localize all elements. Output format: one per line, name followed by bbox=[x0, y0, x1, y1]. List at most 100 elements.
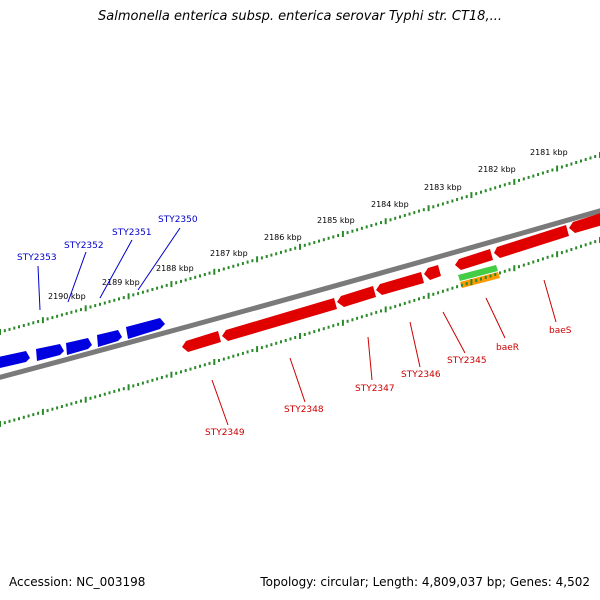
gene-STY2349[interactable] bbox=[182, 331, 221, 352]
upper-tick bbox=[51, 316, 54, 320]
lower-tick bbox=[351, 318, 354, 322]
lower-tick bbox=[146, 380, 149, 384]
gene-STY2347[interactable] bbox=[337, 286, 376, 307]
upper-tick bbox=[508, 181, 511, 185]
upper-tick bbox=[151, 288, 154, 291]
upper-tick bbox=[37, 320, 40, 323]
label-STY2353: STY2353 bbox=[17, 253, 57, 263]
upper-tick bbox=[218, 268, 220, 272]
upper-tick bbox=[384, 218, 387, 225]
upper-tick bbox=[308, 242, 311, 246]
lower-tick bbox=[308, 331, 311, 335]
gene-STY2346[interactable] bbox=[376, 272, 424, 295]
lower-tick bbox=[527, 262, 530, 266]
scale-label: 2188 kbp bbox=[156, 264, 194, 273]
upper-tick bbox=[208, 271, 211, 275]
upper-tick bbox=[265, 255, 268, 258]
gene-blue-2[interactable] bbox=[36, 344, 64, 361]
lower-tick bbox=[413, 298, 416, 302]
lower-tick bbox=[346, 319, 349, 323]
upper-tick bbox=[127, 293, 130, 300]
lower-tick bbox=[194, 366, 197, 370]
gene-STY2348[interactable] bbox=[222, 298, 337, 341]
lower-tick bbox=[13, 418, 16, 422]
upper-tick bbox=[60, 313, 63, 317]
upper-tick bbox=[137, 292, 140, 296]
lower-tick bbox=[465, 282, 468, 286]
lower-tick bbox=[318, 328, 320, 332]
lower-tick bbox=[203, 363, 206, 367]
upper-tick bbox=[584, 158, 587, 161]
lower-tick bbox=[327, 325, 330, 329]
upper-tick bbox=[260, 256, 263, 260]
leader-STY2345 bbox=[442, 311, 466, 354]
upper-tick bbox=[513, 178, 516, 185]
gene-blue-4[interactable] bbox=[97, 330, 122, 347]
lower-tick bbox=[275, 341, 278, 345]
upper-tick bbox=[522, 177, 525, 181]
upper-tick bbox=[480, 190, 482, 194]
upper-tick bbox=[465, 195, 468, 199]
lower-tick bbox=[422, 295, 425, 299]
upper-tick bbox=[103, 301, 106, 305]
upper-tick bbox=[389, 218, 392, 222]
upper-tick bbox=[537, 173, 540, 176]
upper-tick bbox=[427, 205, 430, 212]
lower-tick bbox=[246, 350, 249, 354]
leader-STY2350 bbox=[137, 227, 181, 291]
lower-tick bbox=[156, 377, 159, 381]
gene-blue-1[interactable] bbox=[0, 351, 30, 368]
label-STY2345: STY2345 bbox=[447, 356, 487, 366]
lower-tick bbox=[118, 388, 120, 392]
lower-tick bbox=[356, 316, 359, 320]
upper-tick bbox=[332, 235, 335, 239]
lower-tick bbox=[122, 387, 125, 391]
upper-tick bbox=[0, 329, 1, 335]
lower-tick bbox=[313, 330, 316, 334]
gene-baeS[interactable] bbox=[494, 225, 569, 258]
lower-tick bbox=[151, 378, 154, 382]
upper-tick bbox=[375, 222, 378, 226]
lower-tick bbox=[241, 351, 244, 355]
upper-tick bbox=[22, 324, 25, 327]
lower-tick bbox=[180, 370, 182, 374]
upper-tick bbox=[213, 268, 216, 275]
lower-tick bbox=[456, 285, 459, 289]
gene-baeR[interactable] bbox=[455, 249, 493, 270]
upper-tick bbox=[180, 279, 182, 283]
lower-tick bbox=[427, 292, 430, 299]
lower-tick bbox=[451, 286, 454, 290]
upper-tick bbox=[75, 309, 78, 313]
upper-tick bbox=[203, 273, 206, 276]
lower-tick bbox=[546, 255, 549, 259]
lower-tick bbox=[584, 243, 587, 247]
gene-red-next[interactable] bbox=[569, 212, 600, 233]
upper-tick bbox=[456, 198, 459, 201]
leader-STY2353 bbox=[37, 265, 41, 311]
forward-gene-track bbox=[0, 318, 165, 368]
upper-tick bbox=[194, 275, 197, 279]
leader-STY2351 bbox=[99, 239, 133, 299]
gene-blue-3[interactable] bbox=[66, 338, 92, 355]
upper-tick bbox=[108, 300, 111, 304]
upper-tick bbox=[460, 196, 463, 200]
upper-tick bbox=[246, 260, 249, 264]
lower-tick bbox=[127, 384, 130, 391]
lower-tick bbox=[575, 246, 578, 250]
gene-STY2345[interactable] bbox=[424, 265, 441, 280]
lower-tick bbox=[375, 310, 378, 314]
lower-tick bbox=[184, 369, 187, 372]
lower-tick bbox=[270, 343, 273, 347]
upper-tick bbox=[565, 164, 568, 167]
gene-blue-5[interactable] bbox=[126, 318, 165, 339]
lower-tick bbox=[80, 399, 82, 403]
lower-tick bbox=[556, 251, 559, 258]
upper-tick bbox=[318, 239, 320, 243]
lower-tick bbox=[460, 283, 463, 287]
upper-tick bbox=[241, 262, 244, 265]
lower-tick bbox=[41, 408, 44, 415]
label-STY2351: STY2351 bbox=[112, 228, 152, 238]
upper-tick bbox=[437, 203, 440, 207]
lower-tick bbox=[265, 344, 268, 348]
upper-tick bbox=[237, 263, 240, 267]
